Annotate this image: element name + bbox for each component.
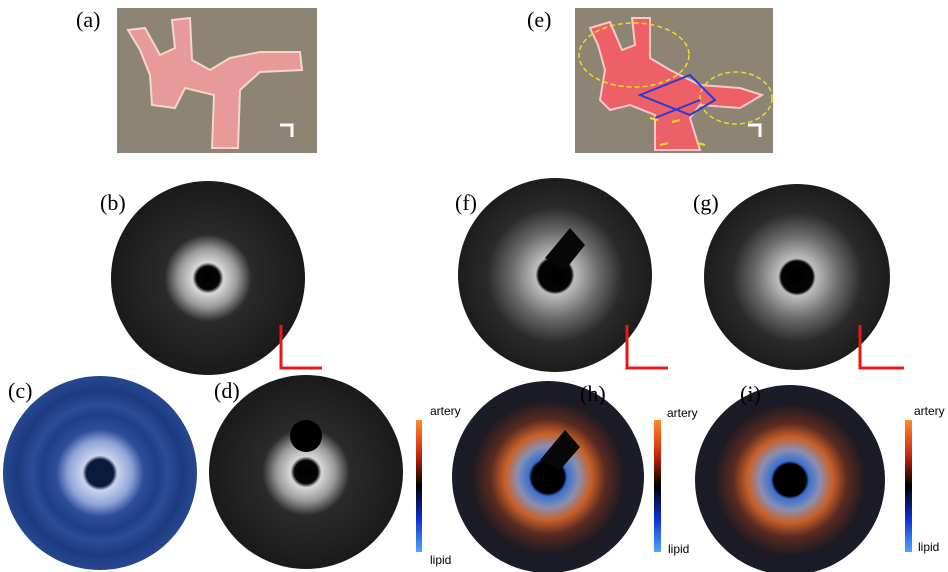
panel-label: (i) [740, 381, 761, 406]
artifact [290, 420, 322, 452]
scale-bar [625, 325, 668, 370]
panel-label: (b) [100, 190, 126, 215]
panel-label: (e) [527, 7, 551, 32]
colorbar-bottom: lipid [430, 553, 451, 567]
colorbar [654, 420, 661, 552]
photo-a [117, 8, 317, 153]
dissection [540, 430, 580, 470]
colorbar-top: artery [914, 404, 945, 418]
fusion-image [452, 381, 644, 572]
colorbar-top: artery [430, 404, 461, 418]
colorbar [416, 420, 422, 552]
colorbar-bottom: lipid [918, 540, 939, 554]
fusion-image [209, 375, 403, 569]
panel-label: (a) [76, 7, 100, 32]
colorbar [905, 420, 912, 552]
panel-label: (g) [693, 190, 719, 215]
oct-image [458, 178, 652, 372]
panel-label: (d) [214, 378, 240, 403]
panel-label: (c) [8, 378, 32, 403]
oct-image [704, 184, 890, 370]
panel-label: (h) [580, 381, 606, 406]
panel-label: (f) [455, 190, 477, 215]
fusion-image [695, 385, 885, 572]
scale-bar [279, 325, 322, 370]
photo-e [575, 8, 773, 153]
attenuation-image [3, 376, 197, 570]
dissection [545, 228, 585, 270]
oct-image [111, 181, 305, 375]
scale-bar [858, 325, 904, 370]
colorbar-bottom: lipid [668, 542, 689, 556]
colorbar-top: artery [667, 406, 698, 420]
